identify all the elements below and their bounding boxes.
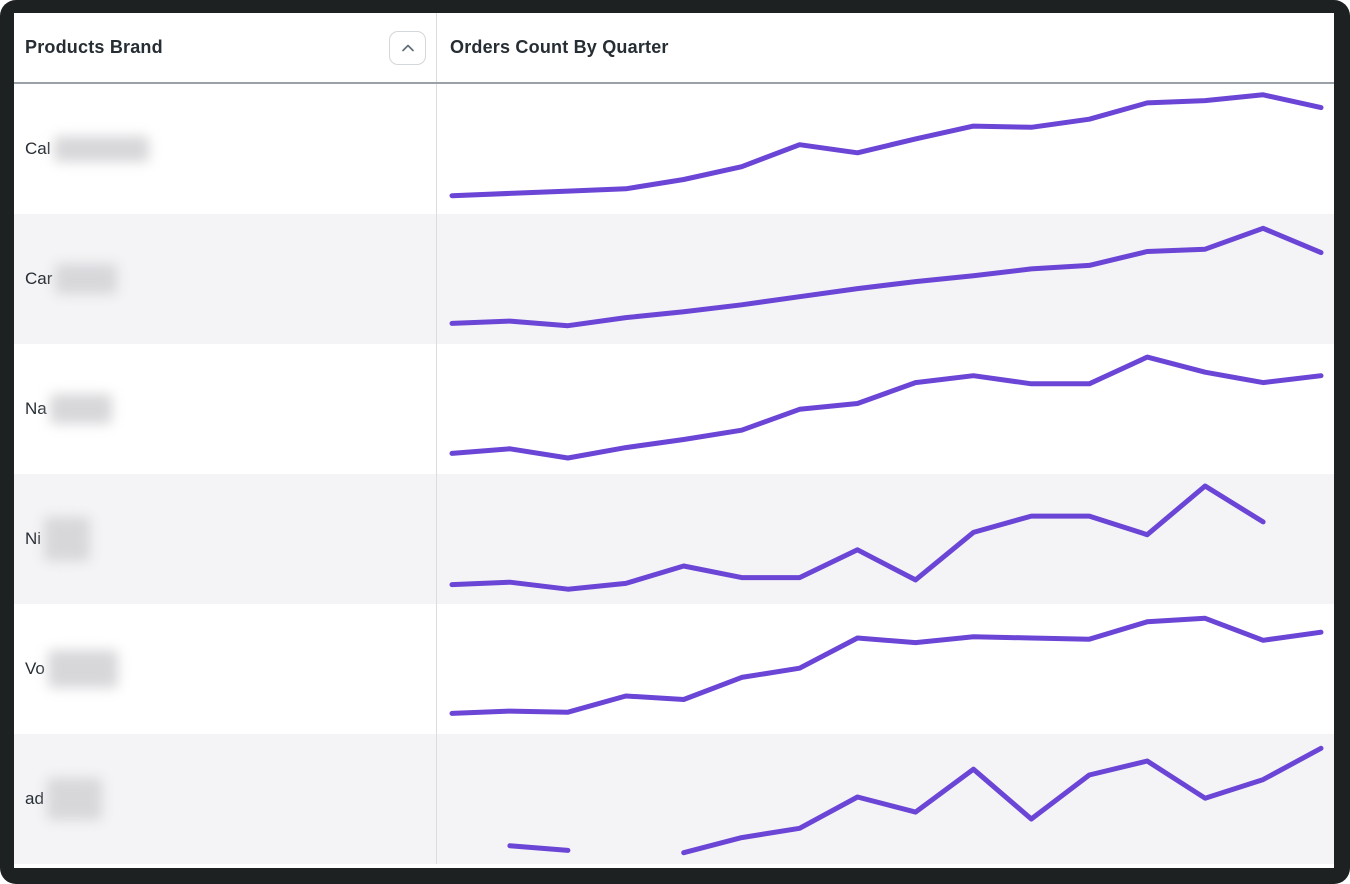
brand-cell: Na <box>14 344 437 474</box>
table-header-row: Products Brand Orders Count By Quarter <box>14 13 1334 84</box>
brand-redaction-blur <box>54 136 149 162</box>
sparkline-chart <box>437 344 1333 474</box>
sparkline-cell <box>437 734 1334 864</box>
sparkline-cell <box>437 604 1334 734</box>
sparkline-cell <box>437 84 1334 214</box>
sparkline-chart <box>437 474 1333 604</box>
table-visualization: Products Brand Orders Count By Quarter C… <box>14 13 1334 868</box>
brand-label: Na <box>25 399 47 419</box>
brand-cell: Ni <box>14 474 437 604</box>
sparkline-chart <box>437 734 1333 864</box>
sort-button[interactable] <box>389 31 426 65</box>
brand-label: ad <box>25 789 44 809</box>
brand-cell: Vo <box>14 604 437 734</box>
table-row[interactable]: Ni <box>14 474 1334 604</box>
table-row[interactable]: Na <box>14 344 1334 474</box>
table-row[interactable]: Vo <box>14 604 1334 734</box>
column-header-products-brand[interactable]: Products Brand <box>14 13 437 82</box>
table-row[interactable]: Cal <box>14 84 1334 214</box>
brand-cell: Car <box>14 214 437 344</box>
brand-redaction-blur <box>48 650 118 688</box>
chevron-up-icon <box>401 44 415 52</box>
window-frame: Products Brand Orders Count By Quarter C… <box>0 0 1350 884</box>
brand-label: Car <box>25 269 52 289</box>
sparkline-cell <box>437 344 1334 474</box>
table-row[interactable]: Car <box>14 214 1334 344</box>
sparkline-cell <box>437 214 1334 344</box>
sparkline-chart <box>437 214 1333 344</box>
brand-cell: Cal <box>14 84 437 214</box>
brand-redaction-blur <box>44 517 90 561</box>
brand-label: Ni <box>25 529 41 549</box>
brand-redaction-blur <box>47 778 102 820</box>
products-brand-header-label: Products Brand <box>25 37 389 58</box>
brand-redaction-blur <box>55 264 117 294</box>
brand-label: Cal <box>25 139 51 159</box>
brand-cell: ad <box>14 734 437 864</box>
table-row[interactable]: ad <box>14 734 1334 864</box>
column-header-orders-count[interactable]: Orders Count By Quarter <box>437 13 1334 82</box>
orders-count-header-label: Orders Count By Quarter <box>450 37 669 58</box>
brand-label: Vo <box>25 659 45 679</box>
sparkline-chart <box>437 84 1333 214</box>
brand-redaction-blur <box>50 394 112 424</box>
sparkline-chart <box>437 604 1333 734</box>
sparkline-cell <box>437 474 1334 604</box>
